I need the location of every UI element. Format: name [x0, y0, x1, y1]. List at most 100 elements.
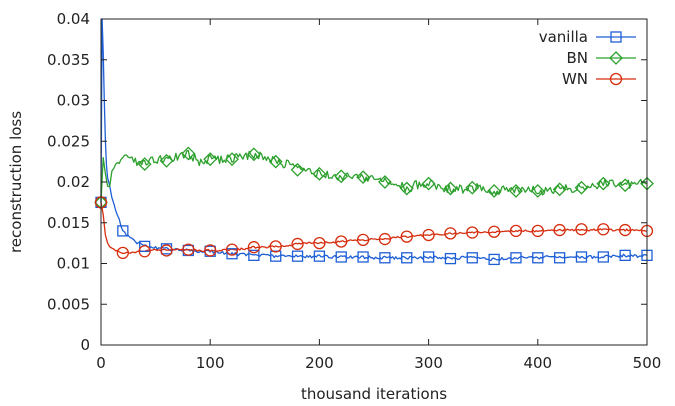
- data-point-vanilla: [379, 252, 391, 264]
- data-point-vanilla: [597, 251, 609, 263]
- legend-marker-swatch: [610, 31, 622, 43]
- data-point-WN: [509, 224, 523, 238]
- data-point-vanilla: [270, 250, 282, 262]
- x-tick-label: 400: [523, 354, 552, 372]
- data-point-vanilla: [117, 225, 129, 237]
- data-point-BN: [465, 180, 480, 195]
- data-point-BN: [399, 181, 414, 196]
- legend-item-WN: WN: [562, 70, 636, 88]
- data-point-WN: [531, 224, 544, 238]
- legend-marker-swatch: [609, 51, 623, 65]
- y-tick-label: 0.015: [47, 214, 90, 232]
- data-point-BN: [268, 154, 283, 169]
- plot-frame: [100, 18, 648, 346]
- x-tick-label: 0: [96, 354, 106, 372]
- y-axis-label: reconstruction loss: [7, 111, 25, 253]
- data-point-vanilla: [575, 251, 588, 263]
- plot-markers: [94, 146, 654, 266]
- legend-label: vanilla: [539, 28, 588, 46]
- series-line-BN: [100, 149, 647, 203]
- axis-ticks: [100, 18, 648, 346]
- y-tick-label: 0.01: [57, 255, 90, 273]
- data-point-WN: [138, 245, 151, 258]
- data-point-BN: [312, 166, 327, 181]
- data-point-vanilla: [335, 251, 347, 263]
- data-point-vanilla: [444, 252, 457, 265]
- data-point-BN: [181, 146, 196, 161]
- data-point-WN: [182, 243, 195, 256]
- data-point-WN: [291, 237, 304, 251]
- data-point-WN: [116, 246, 129, 260]
- data-point-vanilla: [422, 251, 435, 263]
- data-point-BN: [356, 170, 370, 185]
- data-point-WN: [378, 232, 392, 246]
- data-point-BN: [137, 157, 152, 171]
- data-point-BN: [225, 152, 239, 167]
- data-point-BN: [378, 175, 392, 189]
- data-point-WN: [575, 223, 588, 236]
- data-point-BN: [290, 162, 305, 177]
- data-point-vanilla: [291, 250, 304, 262]
- y-tick-label: 0.005: [47, 295, 90, 313]
- data-point-vanilla: [466, 252, 478, 264]
- data-point-BN: [596, 176, 611, 191]
- data-point-BN: [334, 169, 349, 184]
- x-tick-label: 200: [305, 354, 334, 372]
- y-tick-label: 0.025: [47, 132, 90, 150]
- legend: vanilla BN WN: [539, 28, 636, 88]
- y-tick-label: 0: [80, 336, 90, 354]
- data-point-vanilla: [357, 251, 369, 263]
- series-line-vanilla: [100, 18, 648, 262]
- x-tick-label: 100: [196, 354, 225, 372]
- data-point-BN: [509, 184, 523, 198]
- plot-lines: [100, 18, 648, 262]
- data-point-WN: [619, 223, 632, 237]
- data-point-WN: [553, 223, 566, 237]
- legend-item-vanilla: vanilla: [539, 28, 636, 46]
- data-point-WN: [335, 235, 348, 248]
- data-point-WN: [356, 233, 370, 247]
- data-point-WN: [444, 227, 457, 240]
- data-point-BN: [443, 181, 458, 196]
- data-point-WN: [422, 228, 435, 242]
- data-point-vanilla: [139, 240, 151, 253]
- data-point-vanilla: [313, 250, 326, 262]
- data-point-BN: [246, 147, 261, 162]
- x-axis-label: thousand iterations: [301, 385, 447, 403]
- data-point-BN: [574, 180, 589, 195]
- legend-marker-swatch: [609, 72, 623, 86]
- legend-label: BN: [566, 49, 588, 67]
- data-point-vanilla: [553, 252, 566, 264]
- y-tick-label: 0.035: [47, 51, 90, 69]
- data-point-vanilla: [619, 249, 631, 262]
- data-point-vanilla: [401, 252, 413, 264]
- data-point-WN: [400, 230, 413, 243]
- series-line-WN: [100, 202, 648, 255]
- data-point-WN: [247, 241, 261, 254]
- data-point-WN: [487, 225, 501, 238]
- legend-label: WN: [562, 70, 588, 88]
- data-point-WN: [160, 244, 173, 257]
- legend-item-BN: BN: [566, 49, 636, 67]
- data-point-BN: [421, 176, 436, 191]
- y-tick-label: 0.03: [57, 92, 90, 110]
- data-point-WN: [225, 243, 239, 256]
- data-point-BN: [203, 152, 218, 167]
- data-point-vanilla: [488, 253, 500, 266]
- y-tick-label: 0.04: [57, 10, 90, 28]
- data-point-WN: [313, 236, 326, 250]
- y-tick-label: 0.02: [57, 173, 90, 191]
- data-point-BN: [552, 182, 567, 197]
- data-point-WN: [466, 226, 479, 239]
- data-point-BN: [487, 184, 502, 198]
- data-point-BN: [159, 153, 174, 168]
- x-tick-label: 300: [414, 354, 443, 372]
- data-point-vanilla: [226, 248, 238, 260]
- axis-tick-labels: 0 100 200 300 400 500 0 0.005 0.01 0.015 0.02 0.025…: [47, 10, 661, 372]
- data-point-BN: [618, 178, 633, 193]
- data-point-vanilla: [510, 252, 522, 264]
- data-point-WN: [269, 240, 282, 253]
- data-point-vanilla: [532, 252, 544, 264]
- data-point-WN: [597, 223, 610, 236]
